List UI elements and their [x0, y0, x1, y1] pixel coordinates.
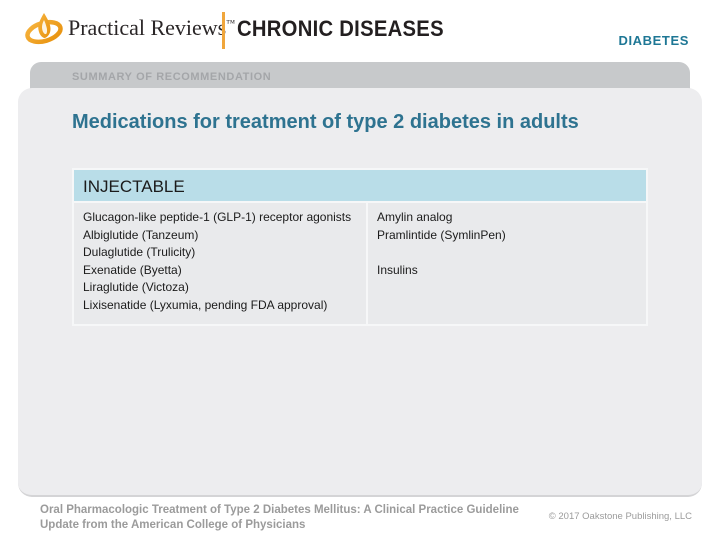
copyright-notice: © 2017 Oakstone Publishing, LLC — [548, 511, 692, 522]
medication-item: Exenatide (Byetta) — [83, 262, 182, 277]
slide-title: Medications for treatment of type 2 diab… — [72, 111, 579, 133]
table-header-injectable: INJECTABLE — [74, 170, 646, 203]
reference-citation: Oral Pharmacologic Treatment of Type 2 D… — [40, 503, 519, 533]
table-column-amylin-insulin: Amylin analog Pramlintide (SymlinPen) Ins… — [368, 203, 646, 324]
medication-item: Lixisenatide (Lyxumia, pending FDA appro… — [83, 297, 328, 312]
trademark-symbol: ™ — [226, 18, 236, 28]
practical-reviews-flame-icon — [25, 13, 63, 45]
summary-tab-label: SUMMARY OF RECOMMENDATION — [72, 71, 272, 83]
medication-item: Amylin analog — [377, 210, 453, 224]
medication-item — [377, 244, 642, 262]
medication-item: Dulaglutide (Trulicity) — [83, 245, 196, 259]
medication-table: INJECTABLE Glucagon-like peptide-1 (GLP-… — [72, 168, 648, 326]
publication-title: CHRONIC DISEASES — [237, 16, 444, 41]
reference-line-1: Oral Pharmacologic Treatment of Type 2 D… — [40, 504, 519, 516]
medication-item: Liraglutide (Victoza) — [83, 280, 189, 294]
topic-label: DIABETES — [618, 33, 689, 48]
table-body: Glucagon-like peptide-1 (GLP-1) receptor… — [74, 203, 646, 324]
medication-item: Albiglutide (Tanzeum) — [83, 227, 199, 242]
brand-name: Practical Reviews™ — [68, 15, 236, 40]
header-gold-divider — [222, 12, 225, 49]
top-header-band: Practical Reviews™ CHRONIC DISEASES DIAB… — [0, 0, 720, 58]
medication-item: Glucagon-like peptide-1 (GLP-1) receptor… — [83, 210, 352, 224]
reference-line-2: Update from the American College of Phys… — [40, 519, 306, 531]
medication-item: Pramlintide (SymlinPen) — [377, 227, 506, 242]
table-column-glp1: Glucagon-like peptide-1 (GLP-1) receptor… — [74, 203, 368, 324]
medication-item: Insulins — [377, 262, 418, 277]
